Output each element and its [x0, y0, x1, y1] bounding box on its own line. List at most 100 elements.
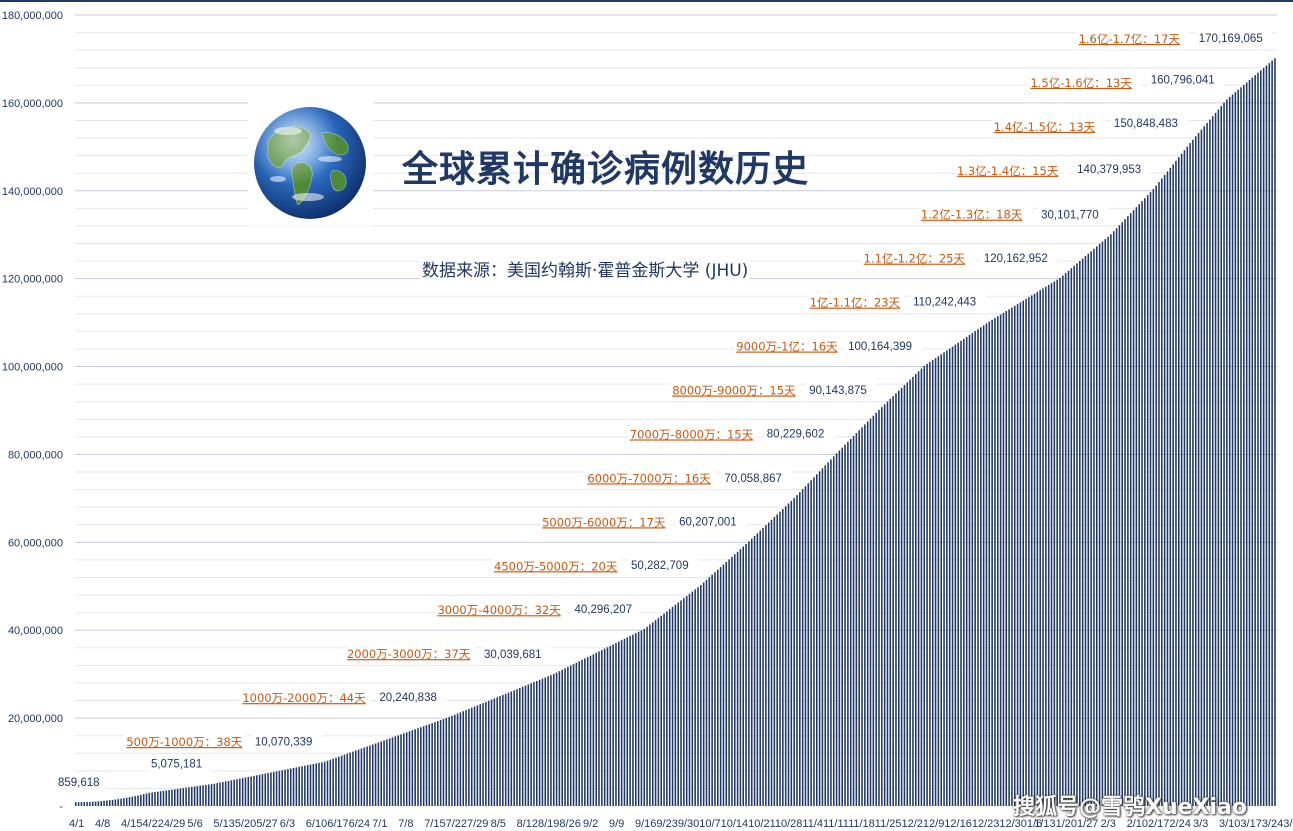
daily-bar: [521, 686, 524, 806]
daily-bar: [289, 768, 292, 806]
checkpoint-value-label: 60,207,001: [679, 516, 737, 528]
checkpoint-value-label: 140,379,953: [1077, 164, 1141, 176]
daily-bar: [499, 696, 501, 806]
daily-bar: [459, 712, 462, 806]
daily-bar: [807, 483, 810, 806]
daily-bar: [821, 468, 824, 806]
daily-bar: [943, 352, 945, 806]
milestone-label-bg: [954, 163, 1069, 179]
daily-bar: [971, 333, 974, 806]
daily-bar: [131, 796, 134, 806]
daily-bar: [640, 630, 643, 806]
daily-bar: [292, 767, 295, 806]
daily-bar: [1053, 281, 1056, 806]
milestone-interval-label: 1.6亿-1.7亿：17天: [1079, 32, 1181, 46]
daily-bar: [852, 436, 855, 806]
daily-bar: [414, 729, 416, 806]
daily-bar: [714, 572, 716, 806]
milestone-interval-label: 7000万-8000万：15天: [630, 427, 754, 441]
daily-bar: [1132, 210, 1135, 806]
milestone-interval-label: 1000万-2000万：44天: [242, 691, 366, 705]
checkpoint-value-label: 859,618: [58, 777, 100, 789]
daily-bar: [1166, 171, 1169, 806]
y-tick-label: 20,000,000: [8, 713, 63, 725]
daily-bar: [485, 701, 487, 806]
daily-bar: [434, 722, 436, 806]
daily-bar: [1101, 241, 1104, 807]
daily-bar: [111, 799, 114, 806]
x-tick-label: 3/3: [1193, 818, 1208, 830]
daily-bar: [1268, 63, 1271, 807]
daily-bar: [422, 726, 425, 806]
daily-bar: [1062, 275, 1064, 806]
daily-bar: [835, 453, 838, 806]
daily-bar: [428, 724, 431, 806]
daily-bar: [657, 617, 660, 806]
daily-bar: [1033, 293, 1036, 806]
daily-bar: [1172, 164, 1174, 807]
daily-bar: [615, 643, 617, 806]
daily-bar: [219, 782, 221, 806]
daily-bar: [1028, 297, 1030, 806]
daily-bar: [1146, 195, 1149, 806]
daily-bar: [555, 672, 558, 806]
daily-bar: [903, 385, 906, 806]
daily-bar: [1209, 119, 1211, 806]
daily-bar: [355, 750, 357, 806]
milestone-label-bg: [918, 207, 1033, 223]
daily-bar: [1030, 295, 1033, 806]
daily-bar: [301, 766, 303, 806]
daily-bar: [793, 498, 795, 806]
daily-bar: [878, 409, 880, 806]
daily-bar: [1251, 77, 1254, 806]
daily-bar: [210, 784, 213, 806]
x-tick-label: 6/106/176/24: [306, 818, 370, 830]
daily-bar: [403, 733, 405, 806]
daily-bar: [154, 792, 156, 806]
data-source-note: 数据来源：美国约翰斯·霍普金斯大学 (JHU): [420, 256, 751, 281]
checkpoint-value-label: 110,242,443: [913, 297, 976, 309]
daily-bar: [157, 791, 159, 806]
daily-bar: [906, 382, 909, 806]
daily-bar: [1138, 204, 1140, 806]
daily-bar: [1243, 84, 1245, 807]
daily-bar: [1045, 286, 1047, 806]
daily-bar: [1104, 239, 1107, 806]
daily-bar: [705, 579, 708, 806]
daily-bar: [207, 784, 210, 806]
daily-bar: [363, 747, 366, 806]
milestone-label-bg: [734, 339, 840, 355]
milestone-interval-label: 1.5亿-1.6亿：13天: [1030, 76, 1132, 90]
daily-bar: [1228, 96, 1231, 807]
daily-bar: [666, 611, 668, 806]
daily-bar: [357, 749, 360, 806]
daily-bar: [575, 662, 578, 806]
daily-bar: [1087, 253, 1090, 806]
daily-bar: [618, 641, 620, 806]
checkpoint-value-label: 120,162,952: [984, 253, 1048, 265]
x-tick-label: 1/131/201/27: [1034, 818, 1098, 830]
daily-bar: [394, 736, 397, 806]
daily-bar: [1169, 167, 1172, 806]
daily-bar: [1254, 75, 1256, 806]
x-tick-label: 5/6: [187, 818, 202, 830]
daily-bar: [185, 787, 187, 806]
daily-bar: [552, 673, 555, 806]
daily-bar: [991, 319, 993, 806]
daily-bar: [329, 759, 332, 806]
daily-bar: [496, 697, 498, 806]
value-label-bg: [1147, 72, 1225, 88]
daily-bar: [564, 668, 566, 806]
daily-bar: [875, 412, 877, 806]
daily-bar: [400, 734, 402, 806]
value-label-bg: [480, 646, 551, 662]
daily-bar: [425, 725, 428, 806]
daily-bar: [196, 786, 199, 806]
daily-bar: [125, 797, 128, 806]
daily-bar: [668, 609, 671, 806]
daily-bar: [1180, 153, 1183, 807]
daily-bar: [431, 723, 433, 806]
earth-globe-icon: [248, 101, 373, 226]
daily-bar: [1234, 92, 1237, 807]
daily-bar: [1194, 136, 1197, 806]
